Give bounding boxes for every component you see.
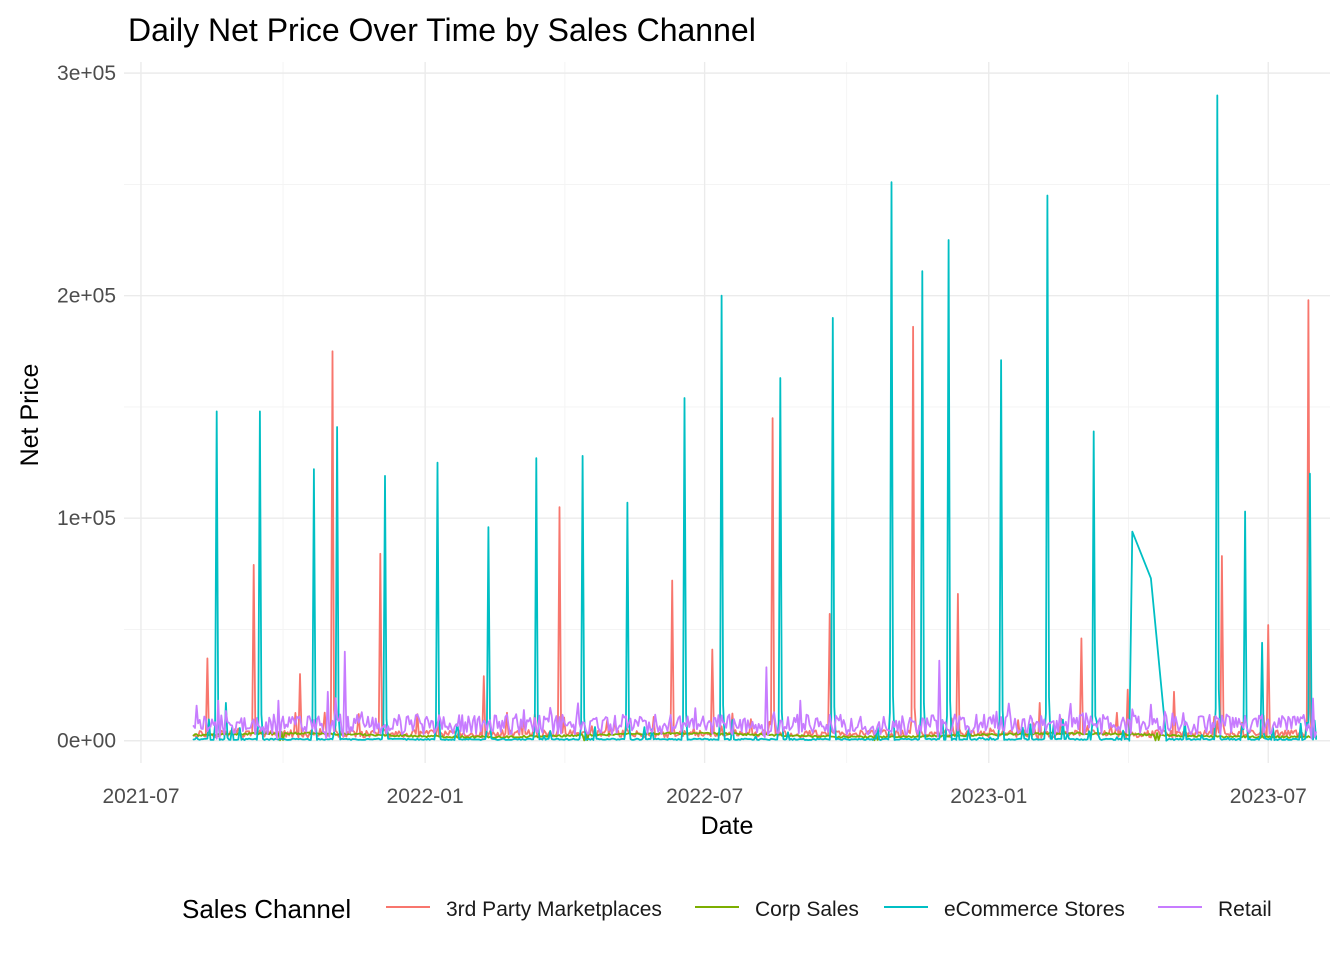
legend-label: 3rd Party Marketplaces xyxy=(446,898,662,921)
x-tick-label: 2022-07 xyxy=(666,785,743,808)
x-tick-label: 2022-01 xyxy=(387,785,464,808)
legend-label: eCommerce Stores xyxy=(944,898,1125,921)
x-tick-label: 2023-07 xyxy=(1230,785,1307,808)
y-tick-label: 3e+05 xyxy=(57,62,116,85)
x-axis-title: Date xyxy=(701,812,754,840)
series-line-ecommerce-stores xyxy=(192,94,1317,742)
chart-title: Daily Net Price Over Time by Sales Chann… xyxy=(128,12,756,48)
x-tick-label: 2023-01 xyxy=(950,785,1027,808)
series-line-3rd-party-marketplaces xyxy=(192,299,1317,740)
y-tick-label: 2e+05 xyxy=(57,285,116,308)
series-line-retail xyxy=(192,650,1317,740)
x-axis-tick-labels: 2021-07 2022-01 2022-07 2023-01 2023-07 xyxy=(102,785,1306,808)
legend-label: Corp Sales xyxy=(755,898,859,921)
y-tick-label: 1e+05 xyxy=(57,507,116,530)
y-axis-title: Net Price xyxy=(16,364,44,467)
y-axis-tick-labels: 0e+00 1e+05 2e+05 3e+05 xyxy=(57,62,116,753)
series-lines xyxy=(192,94,1317,742)
legend-title: Sales Channel xyxy=(182,894,351,924)
grid-major-lines xyxy=(124,62,1330,763)
legend: Sales Channel 3rd Party Marketplaces Corp… xyxy=(182,894,1272,924)
y-tick-label: 0e+00 xyxy=(57,730,116,753)
x-tick-label: 2021-07 xyxy=(102,785,179,808)
legend-label: Retail xyxy=(1218,898,1272,921)
grid-minor-lines xyxy=(124,62,1330,763)
